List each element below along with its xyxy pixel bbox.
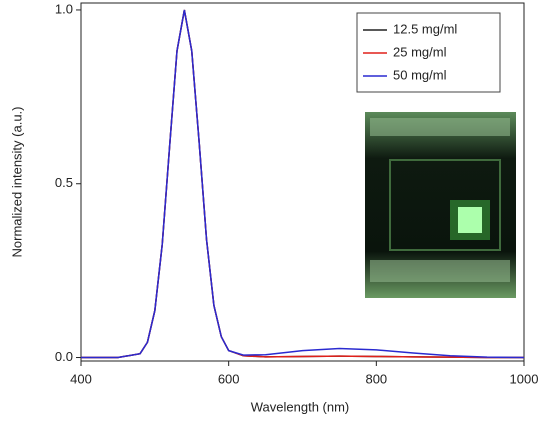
x-tick-label: 400 xyxy=(70,371,92,386)
y-axis-label: Normalized intensity (a.u.) xyxy=(9,107,24,258)
x-tick-label: 1000 xyxy=(510,371,539,386)
legend-label: 50 mg/ml xyxy=(393,67,447,82)
legend-label: 25 mg/ml xyxy=(393,44,447,59)
plot-frame xyxy=(80,2,525,362)
inset-photo xyxy=(365,112,516,298)
y-tick-label: 1.0 xyxy=(55,1,73,16)
x-axis-label: Wavelength (nm) xyxy=(251,399,350,414)
legend-label: 12.5 mg/ml xyxy=(393,21,457,36)
series-line xyxy=(81,9,525,359)
y-tick-label: 0.5 xyxy=(55,175,73,190)
x-tick-label: 600 xyxy=(218,371,240,386)
legend-box xyxy=(356,12,501,93)
x-tick-label: 800 xyxy=(365,371,387,386)
y-tick-label: 0.0 xyxy=(55,349,73,364)
